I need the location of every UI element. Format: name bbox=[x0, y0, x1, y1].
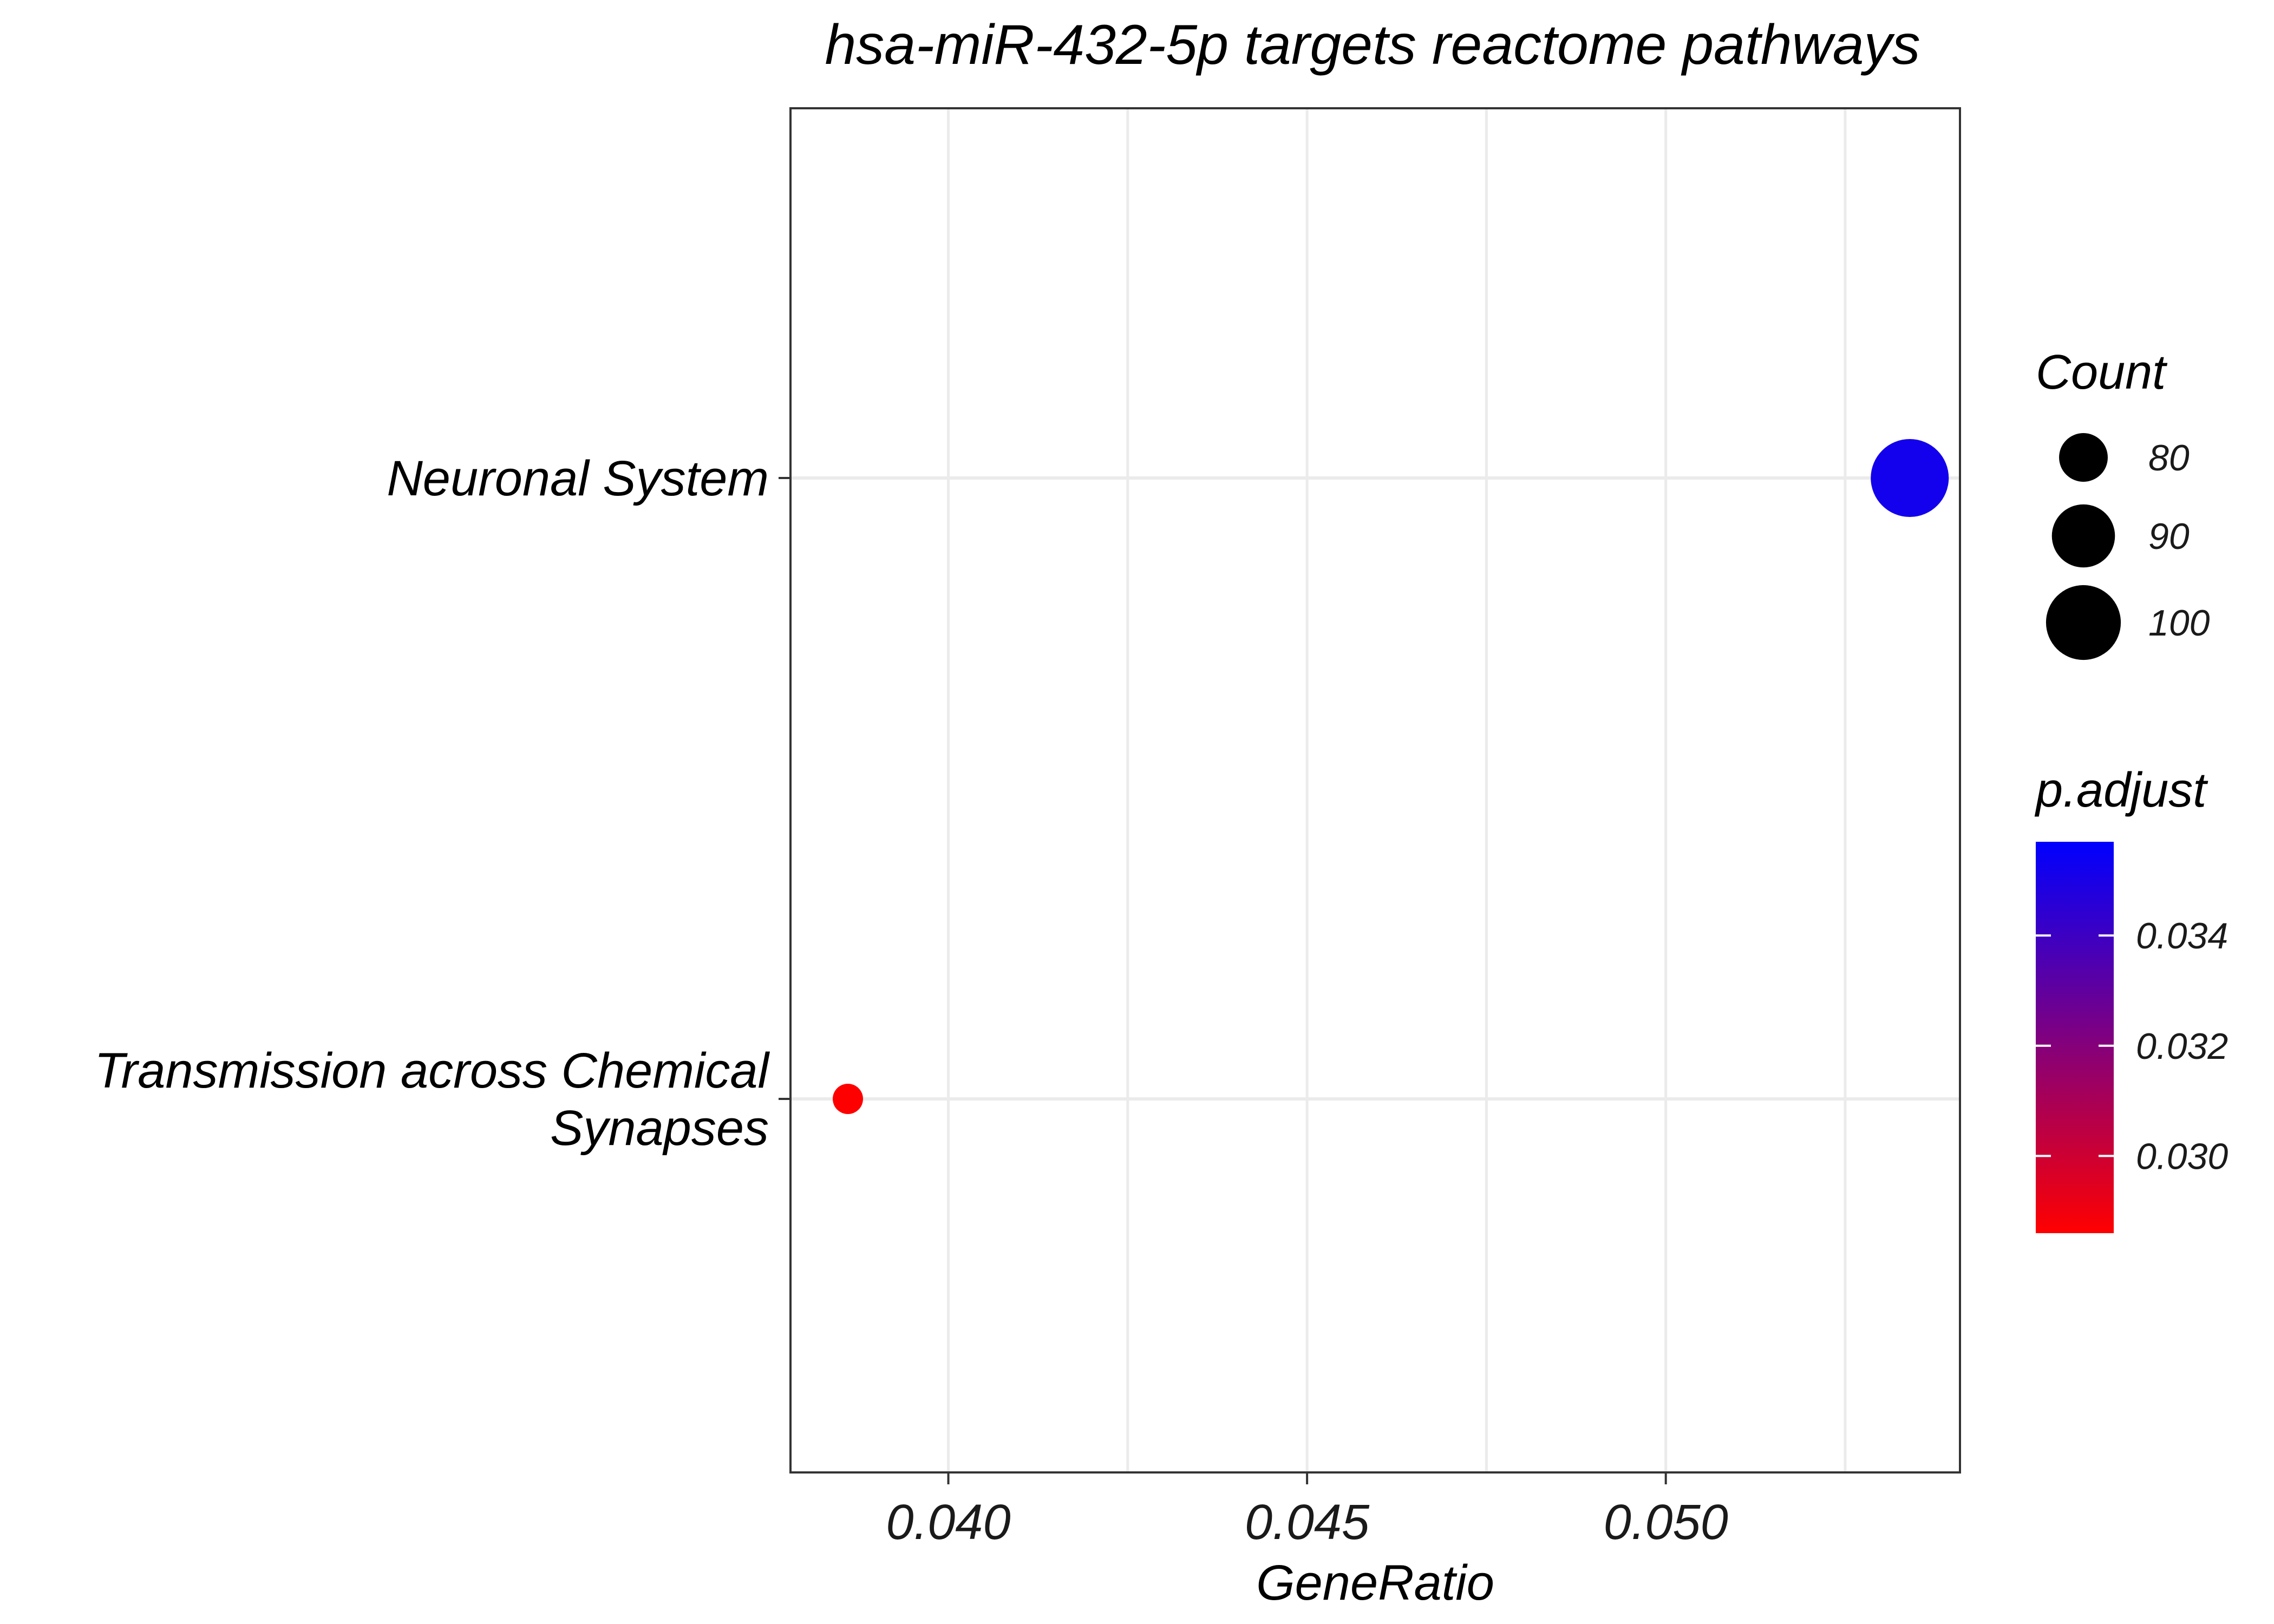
x-axis: 0.040 0.045 0.050 bbox=[886, 1472, 1728, 1550]
x-tick-label: 0.045 bbox=[1245, 1495, 1370, 1550]
data-points bbox=[833, 439, 1949, 1114]
panel-background bbox=[790, 108, 1960, 1472]
chart-title: hsa-miR-432-5p targets reactome pathways bbox=[825, 14, 1920, 76]
y-tick-label: Transmission across Chemical Synapses bbox=[94, 1043, 770, 1156]
grid-lines bbox=[790, 108, 1960, 1472]
count-legend: Count 80 90 100 bbox=[2036, 345, 2210, 660]
data-point bbox=[833, 1084, 864, 1114]
y-tick-label-line: Neuronal System bbox=[387, 451, 769, 506]
p-adjust-legend-label: 0.032 bbox=[2136, 1026, 2228, 1067]
p-adjust-legend-title: p.adjust bbox=[2034, 763, 2208, 817]
count-legend-label: 90 bbox=[2148, 516, 2190, 557]
count-legend-label: 100 bbox=[2148, 603, 2210, 644]
count-legend-label: 80 bbox=[2148, 437, 2190, 479]
y-axis: Neuronal System Transmission across Chemi… bbox=[94, 451, 790, 1156]
y-tick-label-line: Transmission across Chemical bbox=[94, 1043, 770, 1098]
p-adjust-legend-label: 0.034 bbox=[2136, 915, 2228, 957]
x-tick-label: 0.040 bbox=[886, 1495, 1010, 1550]
p-adjust-colorbar bbox=[2036, 842, 2114, 1233]
plot-panel bbox=[789, 107, 1961, 1474]
p-adjust-legend: p.adjust 0.030 0.032 0.034 bbox=[2034, 763, 2228, 1233]
panel-border bbox=[789, 107, 1961, 1474]
y-tick-label: Neuronal System bbox=[387, 451, 769, 506]
y-tick-label-line: Synapses bbox=[550, 1101, 769, 1156]
count-legend-key bbox=[2059, 433, 2108, 482]
x-axis-label: GeneRatio bbox=[1256, 1555, 1494, 1610]
count-legend-key bbox=[2046, 585, 2121, 660]
data-point bbox=[1871, 439, 1949, 517]
p-adjust-legend-label: 0.030 bbox=[2136, 1136, 2228, 1177]
count-legend-key bbox=[2051, 504, 2115, 568]
count-legend-title: Count bbox=[2036, 345, 2168, 400]
x-tick-label: 0.050 bbox=[1604, 1495, 1728, 1550]
